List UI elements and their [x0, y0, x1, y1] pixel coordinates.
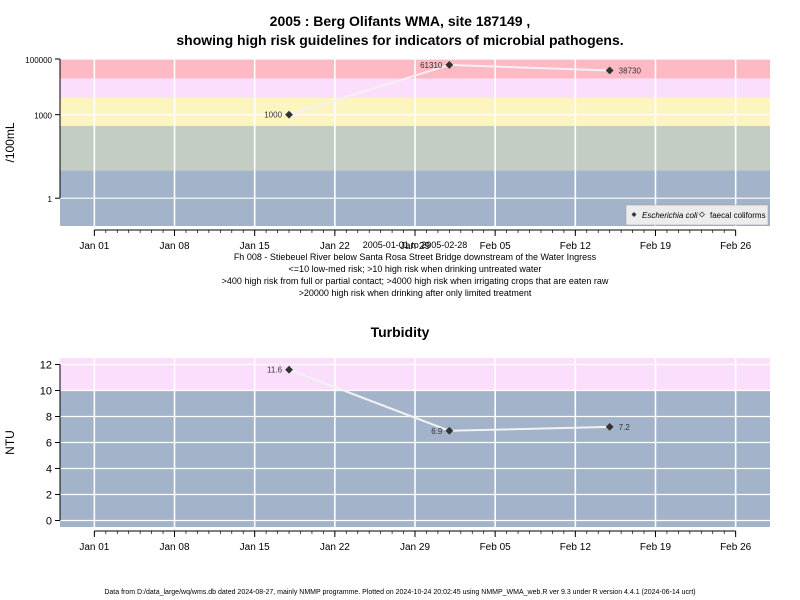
turbidity-x-tick-label: Jan 22: [320, 542, 350, 553]
footer-note: Data from D:/data_large/wq/wms.db dated …: [104, 589, 696, 596]
ecoli-data-point: [445, 61, 454, 69]
ecoli-data-point: [285, 110, 293, 119]
risk-note-3: >20000 high risk when drinking after onl…: [298, 288, 532, 298]
turbidity-x-tick-label: Jan 29: [400, 542, 430, 553]
ecoli-x-tick-label: Jan 08: [160, 241, 190, 252]
turbidity-y-axis-label: NTU: [3, 430, 17, 455]
turbidity-x-tick-label: Jan 08: [160, 542, 190, 553]
turbidity-y-tick-label: 6: [46, 438, 52, 450]
turbidity-data-point: [445, 426, 454, 435]
risk-note-1: <=10 low-med risk; >10 high risk when dr…: [288, 264, 542, 274]
turbidity-data-point: [605, 422, 614, 431]
legend-entry-faecal: faecal coliforms: [710, 211, 766, 220]
legend-marker-faecal: [699, 211, 705, 218]
legend-entry-ecoli: Escherichia coli: [642, 211, 698, 220]
turbidity-data-label: 7.2: [619, 423, 631, 432]
ecoli-y-tick-label: 100000: [25, 56, 52, 65]
turbidity-title: Turbidity: [370, 324, 430, 340]
ecoli-x-tick-label: Jan 01: [79, 241, 109, 252]
turbidity-y-tick-label: 4: [46, 464, 52, 476]
turbidity-y-tick-label: 8: [46, 412, 52, 424]
risk-note-2: >400 high risk from full or partial cont…: [221, 276, 609, 286]
turbidity-x-tick-label: Feb 05: [480, 542, 512, 553]
turbidity-y-tick-label: 0: [46, 516, 52, 528]
turbidity-x-tick-label: Jan 01: [79, 542, 109, 553]
ecoli-x-tick-label: Feb 12: [560, 241, 592, 252]
turbidity-y-tick-label: 10: [40, 386, 52, 398]
ecoli-x-tick-label: Jan 15: [240, 241, 270, 252]
ecoli-x-tick-label: Jan 29: [400, 241, 430, 252]
ecoli-y-tick-label: 1000: [34, 112, 52, 121]
ecoli-data-label: 38730: [619, 66, 642, 75]
ecoli-data-point: [605, 66, 614, 75]
turbidity-data-point: [285, 365, 293, 374]
turbidity-y-tick-label: 2: [46, 490, 52, 502]
turbidity-x-tick-label: Jan 15: [240, 542, 270, 553]
chart-subtitle: showing high risk guidelines for indicat…: [176, 32, 624, 48]
legend-box: [625, 204, 769, 226]
ecoli-data-label: 1000: [264, 111, 282, 120]
ecoli-x-tick-label: Feb 05: [480, 241, 512, 252]
ecoli-x-tick-label: Feb 26: [720, 241, 752, 252]
turbidity-x-tick-label: Feb 19: [640, 542, 672, 553]
ecoli-x-tick-label: Feb 19: [640, 241, 672, 252]
ecoli-y-axis-label: /100mL: [3, 122, 17, 162]
chart-title: 2005 : Berg Olifants WMA, site 187149 ,: [269, 13, 531, 29]
turbidity-x-tick-label: Feb 12: [560, 542, 592, 553]
legend-marker-ecoli: [631, 212, 637, 217]
turbidity-data-label: 11.6: [267, 366, 283, 375]
ecoli-y-tick-label: 1: [48, 195, 53, 204]
date-range-label: 2005-01-01 to 2005-02-28: [362, 240, 468, 250]
turbidity-y-tick-label: 12: [40, 360, 52, 372]
turbidity-data-label: 6.9: [431, 427, 443, 436]
turbidity-x-tick-label: Feb 26: [720, 542, 752, 553]
ecoli-data-label: 61310: [420, 61, 443, 70]
site-note: Fh 008 - Stiebeuel River below Santa Ros…: [233, 252, 597, 262]
ecoli-x-tick-label: Jan 22: [320, 241, 350, 252]
